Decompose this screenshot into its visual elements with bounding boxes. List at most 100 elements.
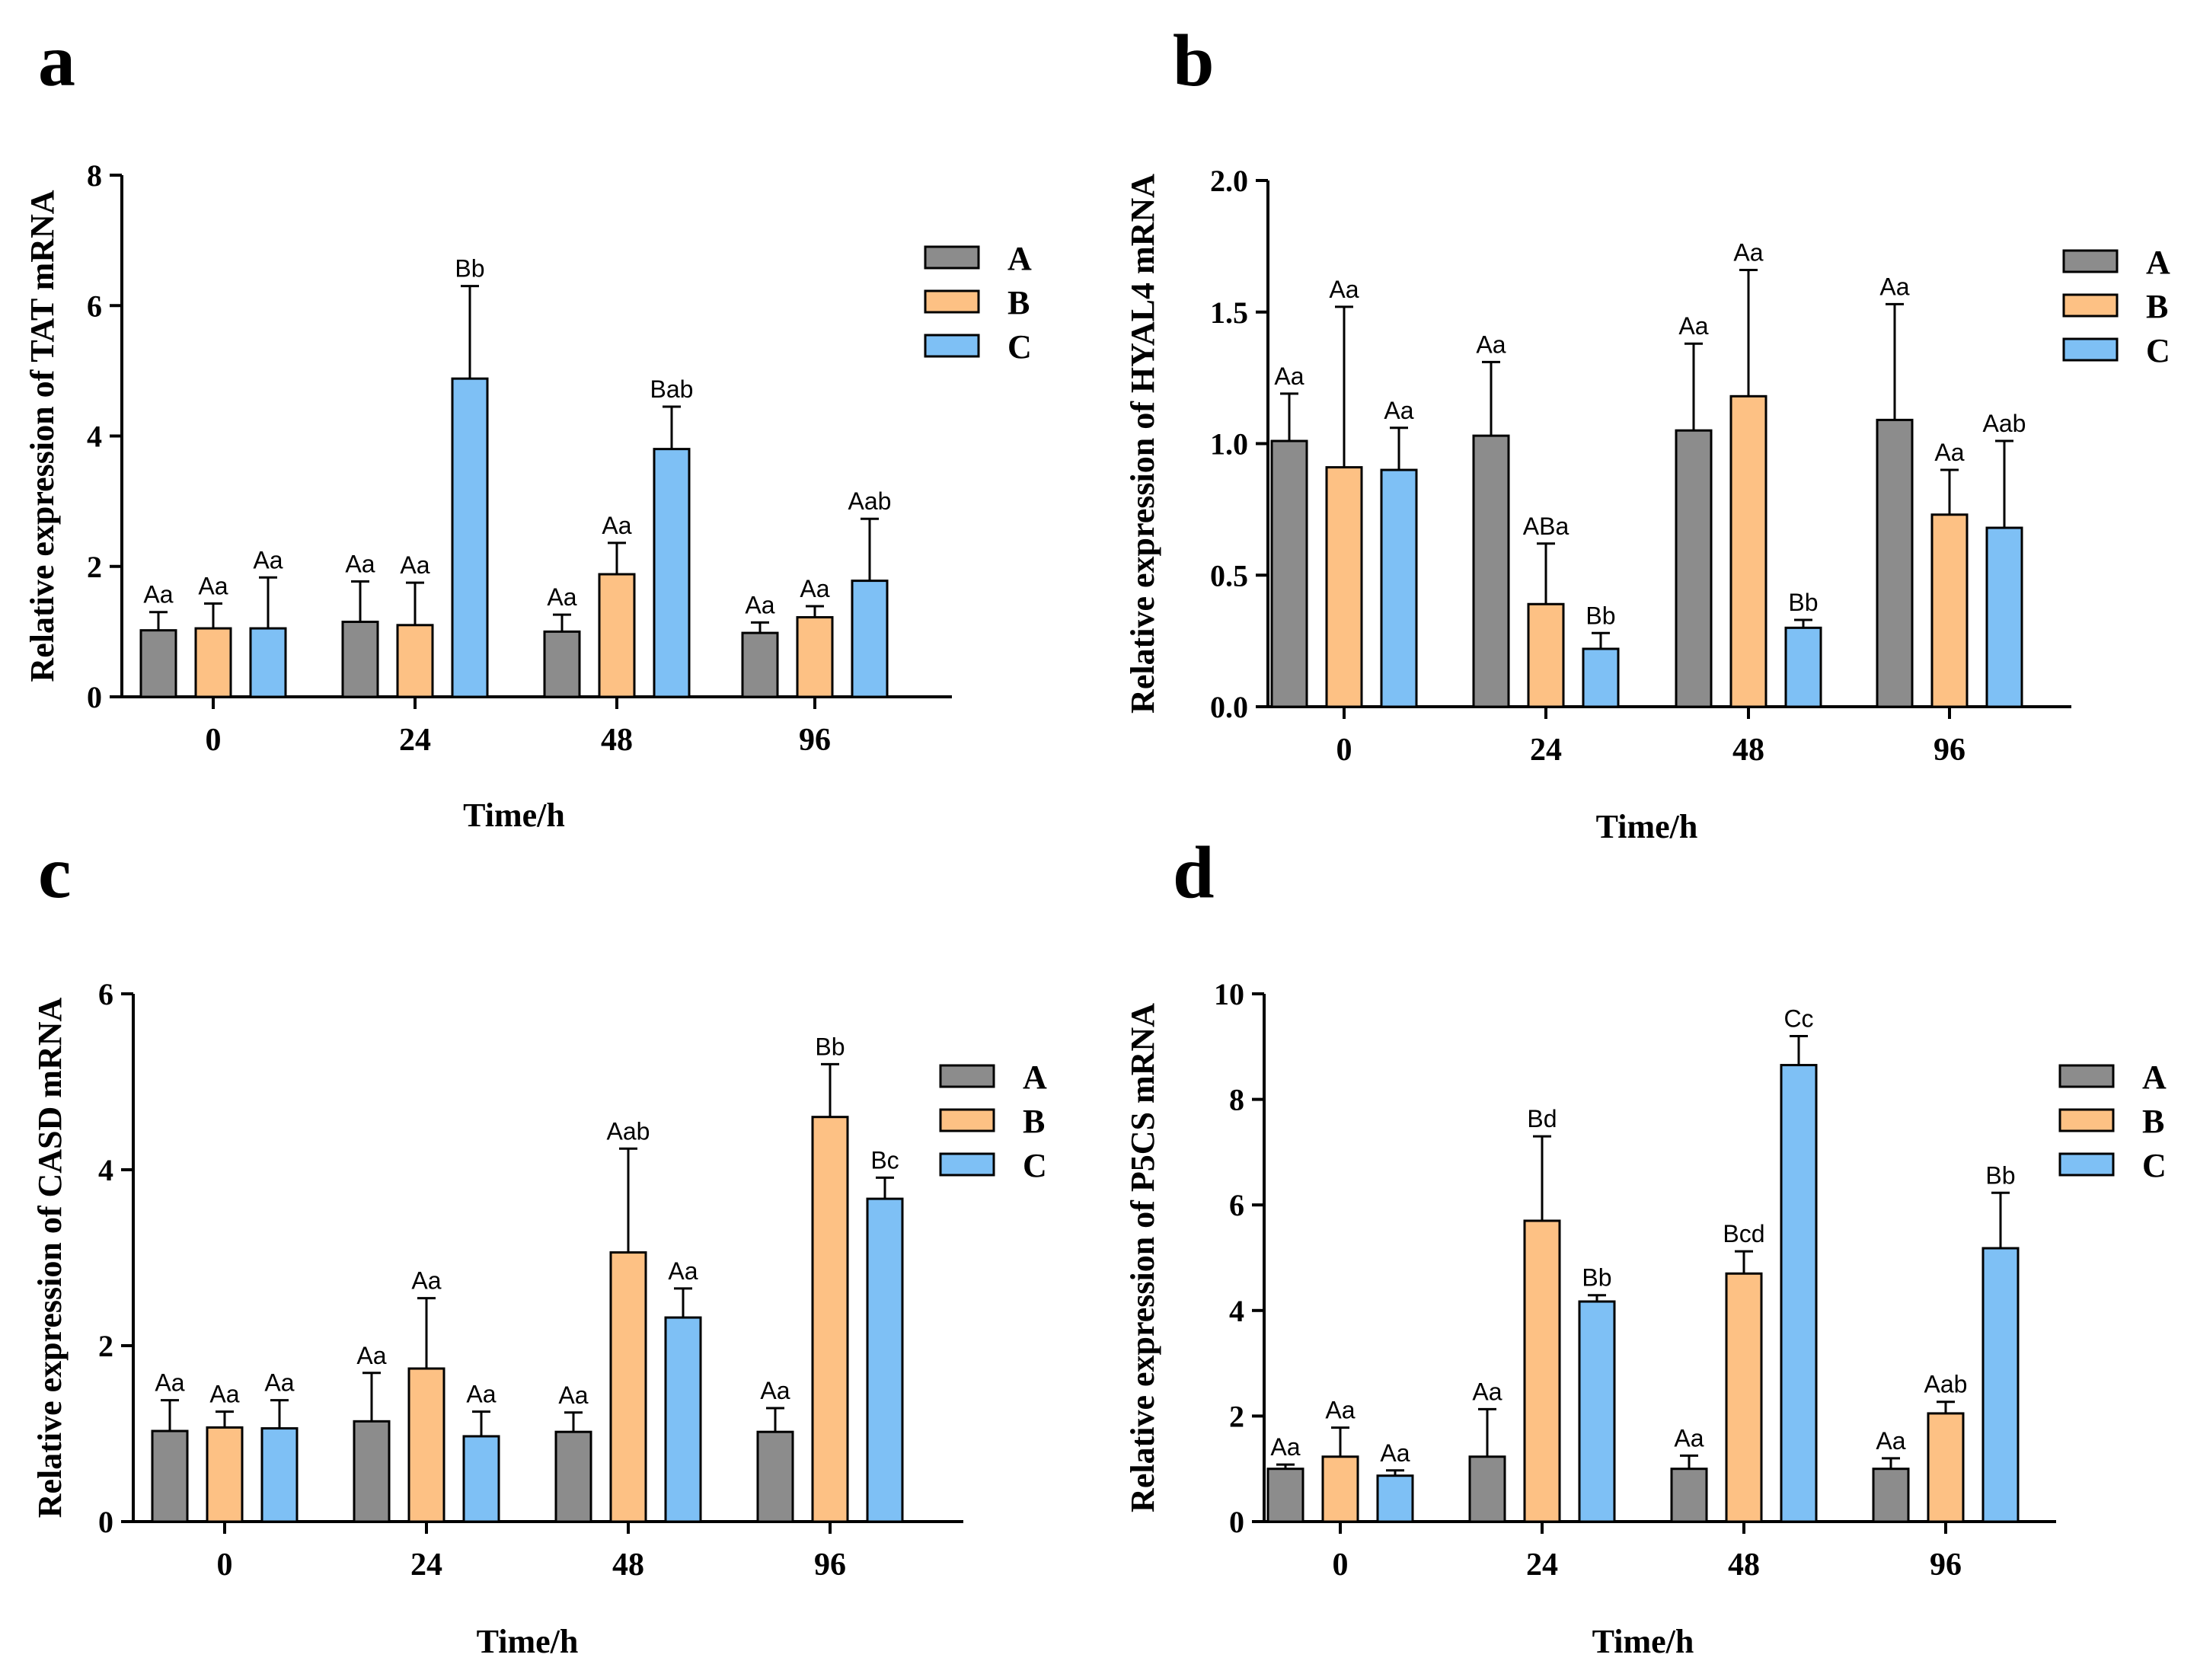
significance-label: Aa [668, 1257, 698, 1285]
bar-A [341, 621, 379, 698]
significance-label: Aa [547, 583, 576, 611]
bar-A [741, 631, 779, 698]
significance-label: Bb [815, 1033, 845, 1060]
legend-swatch-B [2062, 293, 2119, 318]
bar-C [851, 580, 889, 698]
significance-label: Bc [870, 1146, 899, 1174]
y-tick-label: 0 [1229, 1505, 1244, 1539]
significance-label: Aa [1879, 273, 1909, 300]
x-tick-label: 96 [1930, 1547, 1962, 1583]
panel-letter-d: d [1173, 832, 1215, 914]
significance-label: Bb [1985, 1161, 2015, 1189]
legend-label-A: A [1007, 240, 1032, 277]
legend-label-C: C [2142, 1147, 2167, 1184]
x-tick-label: 24 [410, 1547, 442, 1583]
bar-A [1675, 429, 1713, 708]
x-axis-label: Time/h [477, 1623, 579, 1660]
bar-B [206, 1426, 244, 1523]
bar-C [1784, 626, 1822, 708]
significance-label: Aa [264, 1369, 294, 1397]
legend-label-B: B [2146, 288, 2168, 325]
legend-swatch-B [2058, 1108, 2115, 1132]
significance-label: Aa [760, 1377, 790, 1404]
bar-A [1876, 418, 1914, 708]
y-tick-label: 8 [87, 158, 102, 193]
legend-swatch-A [924, 245, 980, 270]
bar-C [1582, 647, 1620, 708]
y-tick-label: 2 [87, 550, 102, 584]
y-tick-label: 6 [1229, 1188, 1244, 1222]
bar-C [451, 377, 489, 698]
x-tick-label: 0 [1336, 733, 1352, 768]
legend-label-B: B [1023, 1103, 1045, 1140]
significance-label: Bb [1788, 589, 1818, 616]
legend-swatch-C [2062, 337, 2119, 362]
significance-label: Aa [198, 573, 228, 600]
legend-swatch-B [939, 1108, 995, 1132]
significance-label: Bd [1527, 1105, 1557, 1132]
significance-label: Bb [1582, 1264, 1611, 1292]
x-tick-label: 0 [206, 723, 222, 758]
x-tick-label: 96 [814, 1547, 846, 1583]
significance-label: Aa [1329, 276, 1359, 303]
legend-swatch-C [2058, 1152, 2115, 1177]
panel-letter-b: b [1173, 20, 1215, 102]
bar-C [866, 1197, 904, 1523]
significance-label: Bb [455, 255, 484, 283]
bar-B [1725, 1272, 1763, 1523]
significance-label: Aab [607, 1117, 650, 1145]
x-tick-label: 48 [1732, 733, 1764, 768]
legend-swatch-C [939, 1152, 995, 1177]
significance-label: Aa [1380, 1439, 1410, 1467]
significance-label: Aa [1674, 1424, 1704, 1452]
x-axis-label: Time/h [463, 797, 565, 834]
bar-A [554, 1430, 592, 1523]
significance-label: Aa [800, 575, 829, 602]
y-tick-label: 0 [98, 1505, 113, 1539]
bar-C [462, 1435, 500, 1523]
significance-label: Aa [1472, 1378, 1502, 1405]
y-tick-label: 0.0 [1210, 690, 1248, 724]
y-tick-label: 10 [1214, 977, 1244, 1011]
significance-label: Aa [253, 546, 283, 573]
significance-label: Bab [650, 375, 694, 403]
legend-label-A: A [2142, 1059, 2167, 1096]
significance-label: Aa [345, 550, 375, 577]
legend-swatch-A [2062, 249, 2119, 273]
significance-label: Bb [1585, 602, 1615, 629]
significance-label: Aab [1924, 1371, 1968, 1398]
significance-label: Aa [1476, 331, 1506, 358]
bar-B [407, 1367, 445, 1523]
significance-label: Aa [1678, 312, 1708, 340]
bar-A [543, 630, 581, 698]
significance-label: Aa [1384, 397, 1413, 424]
y-tick-label: 1.5 [1210, 295, 1248, 330]
x-tick-label: 96 [1934, 733, 1965, 768]
significance-label: Aa [356, 1342, 386, 1369]
significance-label: Aa [1270, 1433, 1300, 1461]
x-tick-label: 24 [1526, 1547, 1558, 1583]
y-tick-label: 1.0 [1210, 427, 1248, 462]
significance-label: Aa [155, 1369, 184, 1397]
significance-label: Aa [466, 1381, 496, 1408]
y-tick-label: 2.0 [1210, 164, 1248, 198]
significance-label: Aa [1876, 1427, 1905, 1455]
x-tick-label: 48 [1728, 1547, 1760, 1583]
bar-B [396, 624, 434, 698]
significance-label: Aa [1934, 439, 1964, 466]
bar-A [756, 1430, 794, 1523]
legend-swatch-A [939, 1064, 995, 1088]
bar-A [1468, 1455, 1506, 1523]
bar-B [1527, 602, 1565, 708]
y-tick-label: 2 [1229, 1399, 1244, 1433]
bar-A [1270, 439, 1308, 708]
bar-A [151, 1429, 189, 1523]
bar-B [1325, 466, 1363, 708]
bar-A [139, 629, 177, 698]
x-tick-label: 48 [612, 1547, 644, 1583]
bar-C [664, 1316, 702, 1523]
significance-label: Aa [558, 1381, 588, 1409]
significance-label: Aa [143, 581, 173, 608]
